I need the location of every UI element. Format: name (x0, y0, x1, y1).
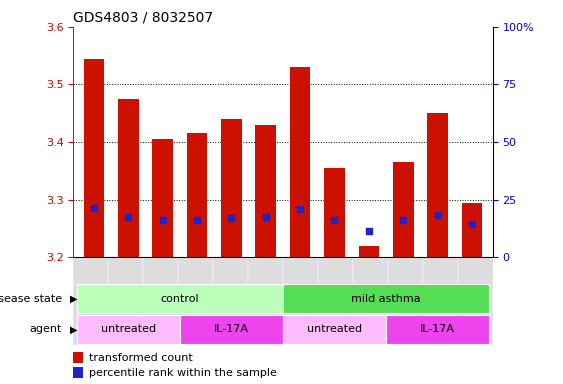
Bar (393, 162, 414, 257)
Point (124, 214, 133, 220)
Point (261, 214, 270, 220)
Text: IL-17A: IL-17A (420, 324, 455, 334)
Point (193, 217, 202, 223)
Bar (77, 284, 283, 313)
Text: ▶: ▶ (70, 293, 78, 304)
Text: control: control (160, 293, 199, 304)
Point (158, 217, 167, 223)
Bar (283, 315, 386, 344)
Text: untreated: untreated (101, 324, 156, 334)
Bar (180, 315, 283, 344)
Bar (423, 258, 458, 345)
Text: agent: agent (29, 324, 62, 334)
Point (433, 212, 442, 218)
Bar (324, 168, 345, 257)
Text: mild asthma: mild asthma (351, 293, 421, 304)
Bar (427, 113, 448, 257)
Point (330, 217, 339, 223)
Bar (221, 119, 242, 257)
Bar (143, 258, 178, 345)
Bar (283, 284, 489, 313)
Point (467, 221, 476, 227)
Bar (178, 258, 213, 345)
Text: ▶: ▶ (70, 324, 78, 334)
Bar (388, 258, 423, 345)
Bar (386, 315, 489, 344)
Bar (213, 258, 248, 345)
Point (227, 215, 236, 221)
Bar (83, 59, 104, 257)
Text: transformed count: transformed count (89, 353, 193, 362)
Point (296, 207, 305, 213)
Bar (283, 258, 318, 345)
Bar (118, 99, 138, 257)
Text: IL-17A: IL-17A (214, 324, 249, 334)
Bar (73, 258, 108, 345)
Point (90, 205, 99, 211)
Text: disease state: disease state (0, 293, 62, 304)
Text: percentile rank within the sample: percentile rank within the sample (89, 368, 277, 378)
Point (364, 228, 373, 234)
Bar (152, 139, 173, 257)
Point (399, 217, 408, 223)
Bar (359, 246, 379, 257)
Bar (256, 125, 276, 257)
Bar (353, 258, 388, 345)
Bar (108, 258, 143, 345)
Bar (248, 258, 283, 345)
Bar (462, 203, 482, 257)
Bar (290, 67, 310, 257)
Bar (77, 315, 180, 344)
Text: untreated: untreated (307, 324, 362, 334)
Text: GDS4803 / 8032507: GDS4803 / 8032507 (73, 10, 213, 24)
Bar (187, 134, 207, 257)
Bar (458, 258, 493, 345)
Bar (318, 258, 353, 345)
